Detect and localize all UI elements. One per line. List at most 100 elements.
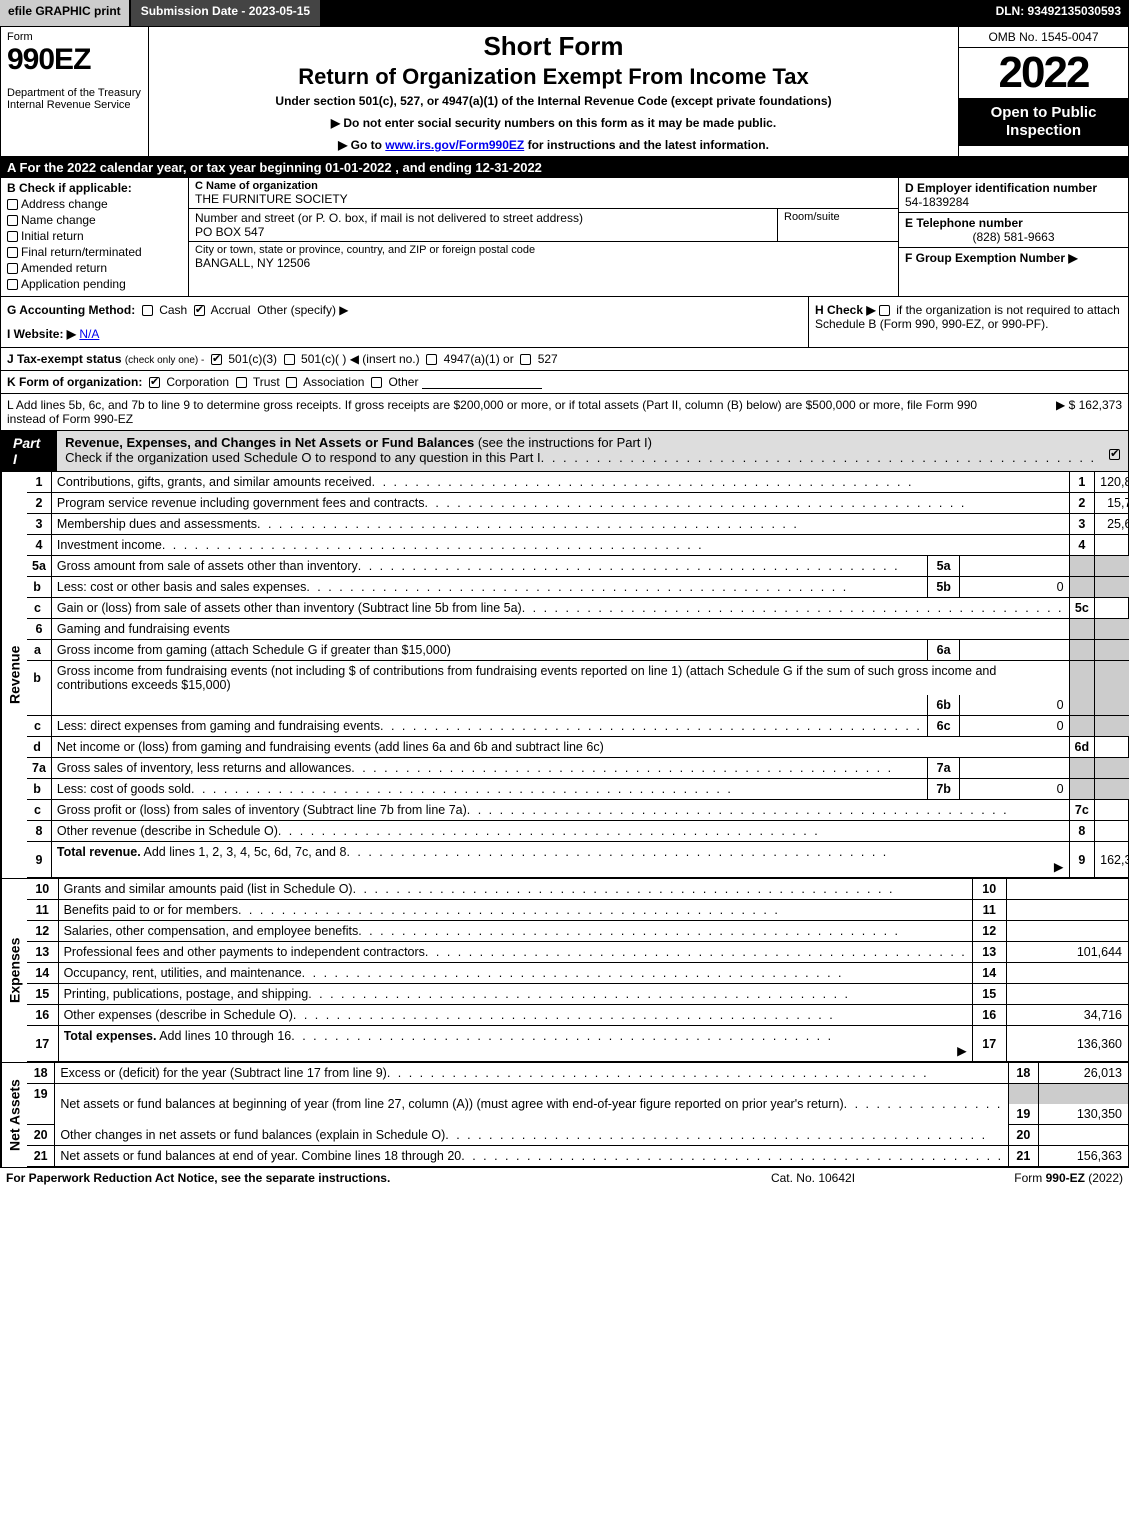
row-l: L Add lines 5b, 6c, and 7b to line 9 to … bbox=[1, 394, 1128, 431]
section-b: B Check if applicable: Address change Na… bbox=[1, 178, 189, 296]
f-label: F Group Exemption Number ▶ bbox=[905, 251, 1122, 265]
line-14: 14 Occupancy, rent, utilities, and maint… bbox=[27, 963, 1128, 984]
irs-link[interactable]: www.irs.gov/Form990EZ bbox=[385, 138, 524, 152]
chk-h[interactable] bbox=[879, 305, 890, 316]
line-6a: a Gross income from gaming (attach Sched… bbox=[27, 640, 1129, 661]
line-6c: c Less: direct expenses from gaming and … bbox=[27, 716, 1129, 737]
netassets-side-label: Net Assets bbox=[1, 1063, 27, 1167]
org-name: THE FURNITURE SOCIETY bbox=[195, 192, 892, 206]
row-k: K Form of organization: Corporation Trus… bbox=[1, 371, 1128, 394]
department-label: Department of the Treasury Internal Reve… bbox=[7, 87, 142, 111]
netassets-section: Net Assets 18 Excess or (deficit) for th… bbox=[1, 1063, 1128, 1167]
page-footer: For Paperwork Reduction Act Notice, see … bbox=[0, 1168, 1129, 1188]
form-header: Form 990EZ Department of the Treasury In… bbox=[1, 27, 1128, 157]
chk-501c3[interactable] bbox=[211, 354, 222, 365]
info-block: B Check if applicable: Address change Na… bbox=[1, 178, 1128, 297]
chk-application-pending[interactable]: Application pending bbox=[7, 277, 182, 291]
chk-cash[interactable] bbox=[142, 305, 153, 316]
c-addr-label: Number and street (or P. O. box, if mail… bbox=[195, 211, 771, 225]
footer-catno: Cat. No. 10642I bbox=[703, 1171, 923, 1185]
line-7b: b Less: cost of goods sold 7b 0 bbox=[27, 779, 1129, 800]
line-9: 9 Total revenue. Add lines 1, 2, 3, 4, 5… bbox=[27, 842, 1129, 878]
line-5a: 5a Gross amount from sale of assets othe… bbox=[27, 556, 1129, 577]
line-5b: b Less: cost or other basis and sales ex… bbox=[27, 577, 1129, 598]
chk-amended-return[interactable]: Amended return bbox=[7, 261, 182, 275]
submission-date-label: Submission Date - 2023-05-15 bbox=[131, 0, 322, 26]
l-value: ▶ $ 162,373 bbox=[992, 398, 1122, 426]
line-17: 17 Total expenses. Add lines 10 through … bbox=[27, 1026, 1128, 1062]
chk-address-change[interactable]: Address change bbox=[7, 197, 182, 211]
form-word: Form bbox=[7, 31, 142, 43]
k-label: K Form of organization: bbox=[7, 375, 142, 389]
part-1-header: Part I Revenue, Expenses, and Changes in… bbox=[1, 431, 1128, 472]
return-title: Return of Organization Exempt From Incom… bbox=[155, 64, 952, 90]
bullet-goto: ▶ Go to www.irs.gov/Form990EZ for instru… bbox=[155, 138, 952, 152]
chk-final-return[interactable]: Final return/terminated bbox=[7, 245, 182, 259]
header-left: Form 990EZ Department of the Treasury In… bbox=[1, 27, 149, 156]
e-label: E Telephone number bbox=[905, 216, 1122, 230]
line-6b-top: b Gross income from fundraising events (… bbox=[27, 661, 1129, 696]
short-form-title: Short Form bbox=[155, 31, 952, 62]
part-1-tab: Part I bbox=[1, 431, 57, 471]
chk-4947[interactable] bbox=[426, 354, 437, 365]
k-o2: Trust bbox=[253, 375, 280, 389]
d-label: D Employer identification number bbox=[905, 181, 1122, 195]
ein-value: 54-1839284 bbox=[905, 195, 1122, 209]
chk-name-change[interactable]: Name change bbox=[7, 213, 182, 227]
h-box: H Check ▶ if the organization is not req… bbox=[808, 297, 1128, 347]
tax-year: 2022 bbox=[959, 48, 1128, 98]
line-3: 3 Membership dues and assessments 3 25,6… bbox=[27, 514, 1129, 535]
line-15: 15 Printing, publications, postage, and … bbox=[27, 984, 1128, 1005]
b-label: B Check if applicable: bbox=[7, 181, 132, 195]
chk-other-org[interactable] bbox=[371, 377, 382, 388]
bullet-ssn: ▶ Do not enter social security numbers o… bbox=[155, 116, 952, 130]
i-label: I Website: ▶ bbox=[7, 327, 76, 341]
org-city: BANGALL, NY 12506 bbox=[195, 256, 892, 270]
topbar-spacer bbox=[322, 0, 987, 26]
chk-corporation[interactable] bbox=[149, 377, 160, 388]
k-o4: Other bbox=[388, 375, 418, 389]
website-link[interactable]: N/A bbox=[79, 327, 99, 341]
chk-accrual[interactable] bbox=[194, 305, 205, 316]
line-21: 21 Net assets or fund balances at end of… bbox=[27, 1146, 1128, 1167]
l-text: L Add lines 5b, 6c, and 7b to line 9 to … bbox=[7, 398, 992, 426]
room-suite-label: Room/suite bbox=[778, 209, 898, 241]
g-accrual: Accrual bbox=[211, 303, 251, 317]
chk-501c[interactable] bbox=[284, 354, 295, 365]
efile-print-label[interactable]: efile GRAPHIC print bbox=[0, 0, 131, 26]
expenses-table: 10 Grants and similar amounts paid (list… bbox=[27, 879, 1128, 1062]
part-1-check[interactable] bbox=[1104, 431, 1128, 471]
row-j: J Tax-exempt status (check only one) - 5… bbox=[1, 348, 1128, 371]
row-g-h: G Accounting Method: Cash Accrual Other … bbox=[1, 297, 1128, 348]
header-right: OMB No. 1545-0047 2022 Open to Public In… bbox=[958, 27, 1128, 156]
line-16: 16 Other expenses (describe in Schedule … bbox=[27, 1005, 1128, 1026]
k-o1: Corporation bbox=[166, 375, 229, 389]
chk-trust[interactable] bbox=[236, 377, 247, 388]
line-5c: c Gain or (loss) from sale of assets oth… bbox=[27, 598, 1129, 619]
open-public-badge: Open to Public Inspection bbox=[959, 98, 1128, 146]
j-o2: 501(c)( ) ◀ (insert no.) bbox=[301, 352, 420, 366]
line-11: 11 Benefits paid to or for members 11 bbox=[27, 900, 1128, 921]
line-20: 20 Other changes in net assets or fund b… bbox=[27, 1125, 1128, 1146]
form-container: Form 990EZ Department of the Treasury In… bbox=[0, 26, 1129, 1168]
section-c: C Name of organization THE FURNITURE SOC… bbox=[189, 178, 898, 296]
footer-left: For Paperwork Reduction Act Notice, see … bbox=[6, 1171, 703, 1185]
line-19-top: 19 Net assets or fund balances at beginn… bbox=[27, 1084, 1128, 1105]
chk-initial-return[interactable]: Initial return bbox=[7, 229, 182, 243]
c-city-label: City or town, state or province, country… bbox=[195, 244, 892, 256]
omb-number: OMB No. 1545-0047 bbox=[959, 27, 1128, 48]
j-o4: 527 bbox=[538, 352, 558, 366]
g-cash: Cash bbox=[159, 303, 187, 317]
k-other-input[interactable] bbox=[422, 375, 542, 389]
j-o3: 4947(a)(1) or bbox=[444, 352, 514, 366]
netassets-table: 18 Excess or (deficit) for the year (Sub… bbox=[27, 1063, 1128, 1167]
line-4: 4 Investment income 4 22 bbox=[27, 535, 1129, 556]
revenue-side-label: Revenue bbox=[1, 472, 27, 878]
chk-527[interactable] bbox=[520, 354, 531, 365]
section-def: D Employer identification number 54-1839… bbox=[898, 178, 1128, 296]
form-number: 990EZ bbox=[7, 43, 142, 77]
line-6b-bot: 6b 0 bbox=[27, 695, 1129, 716]
line-12: 12 Salaries, other compensation, and emp… bbox=[27, 921, 1128, 942]
goto-post: for instructions and the latest informat… bbox=[524, 138, 769, 152]
chk-association[interactable] bbox=[286, 377, 297, 388]
